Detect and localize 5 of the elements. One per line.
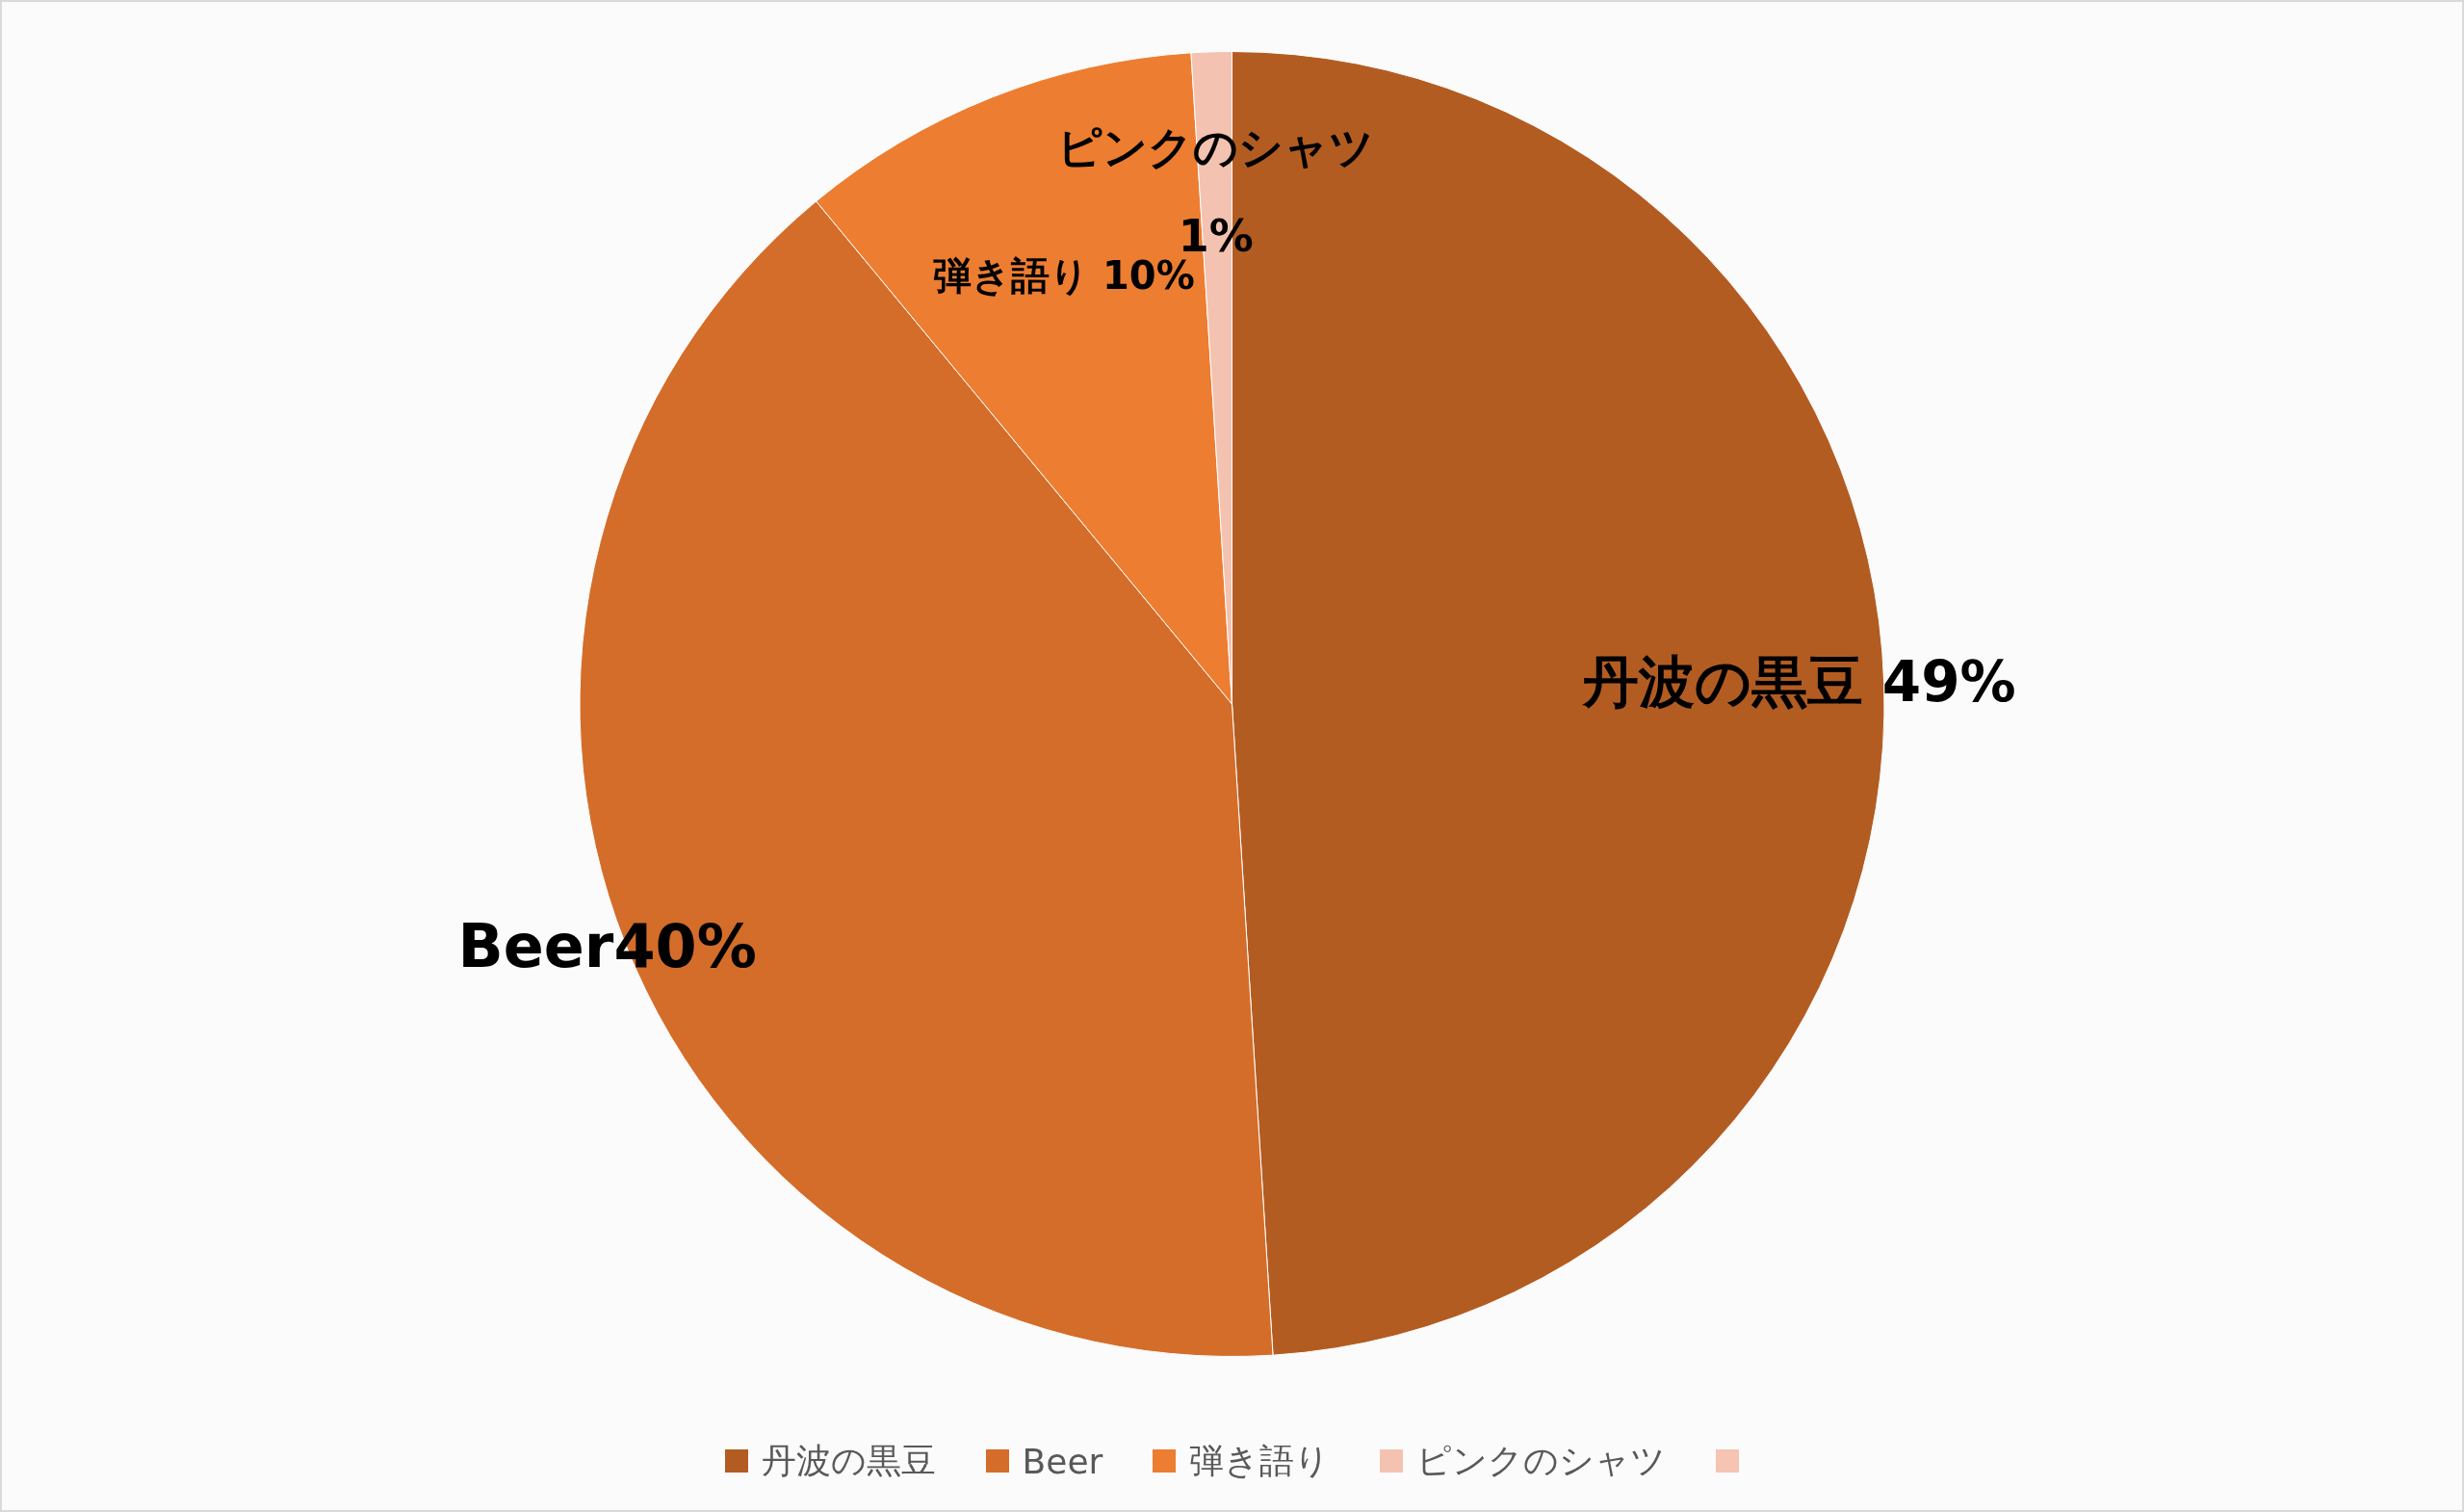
data-label: 丹波の黒豆 49% xyxy=(1581,648,2016,715)
legend-label: Beer xyxy=(1022,1441,1103,1481)
legend-label: ピンクのシャツ xyxy=(1416,1439,1667,1482)
legend-label: 弾き語り xyxy=(1189,1439,1331,1482)
legend-label: 丹波の黒豆 xyxy=(761,1439,936,1482)
